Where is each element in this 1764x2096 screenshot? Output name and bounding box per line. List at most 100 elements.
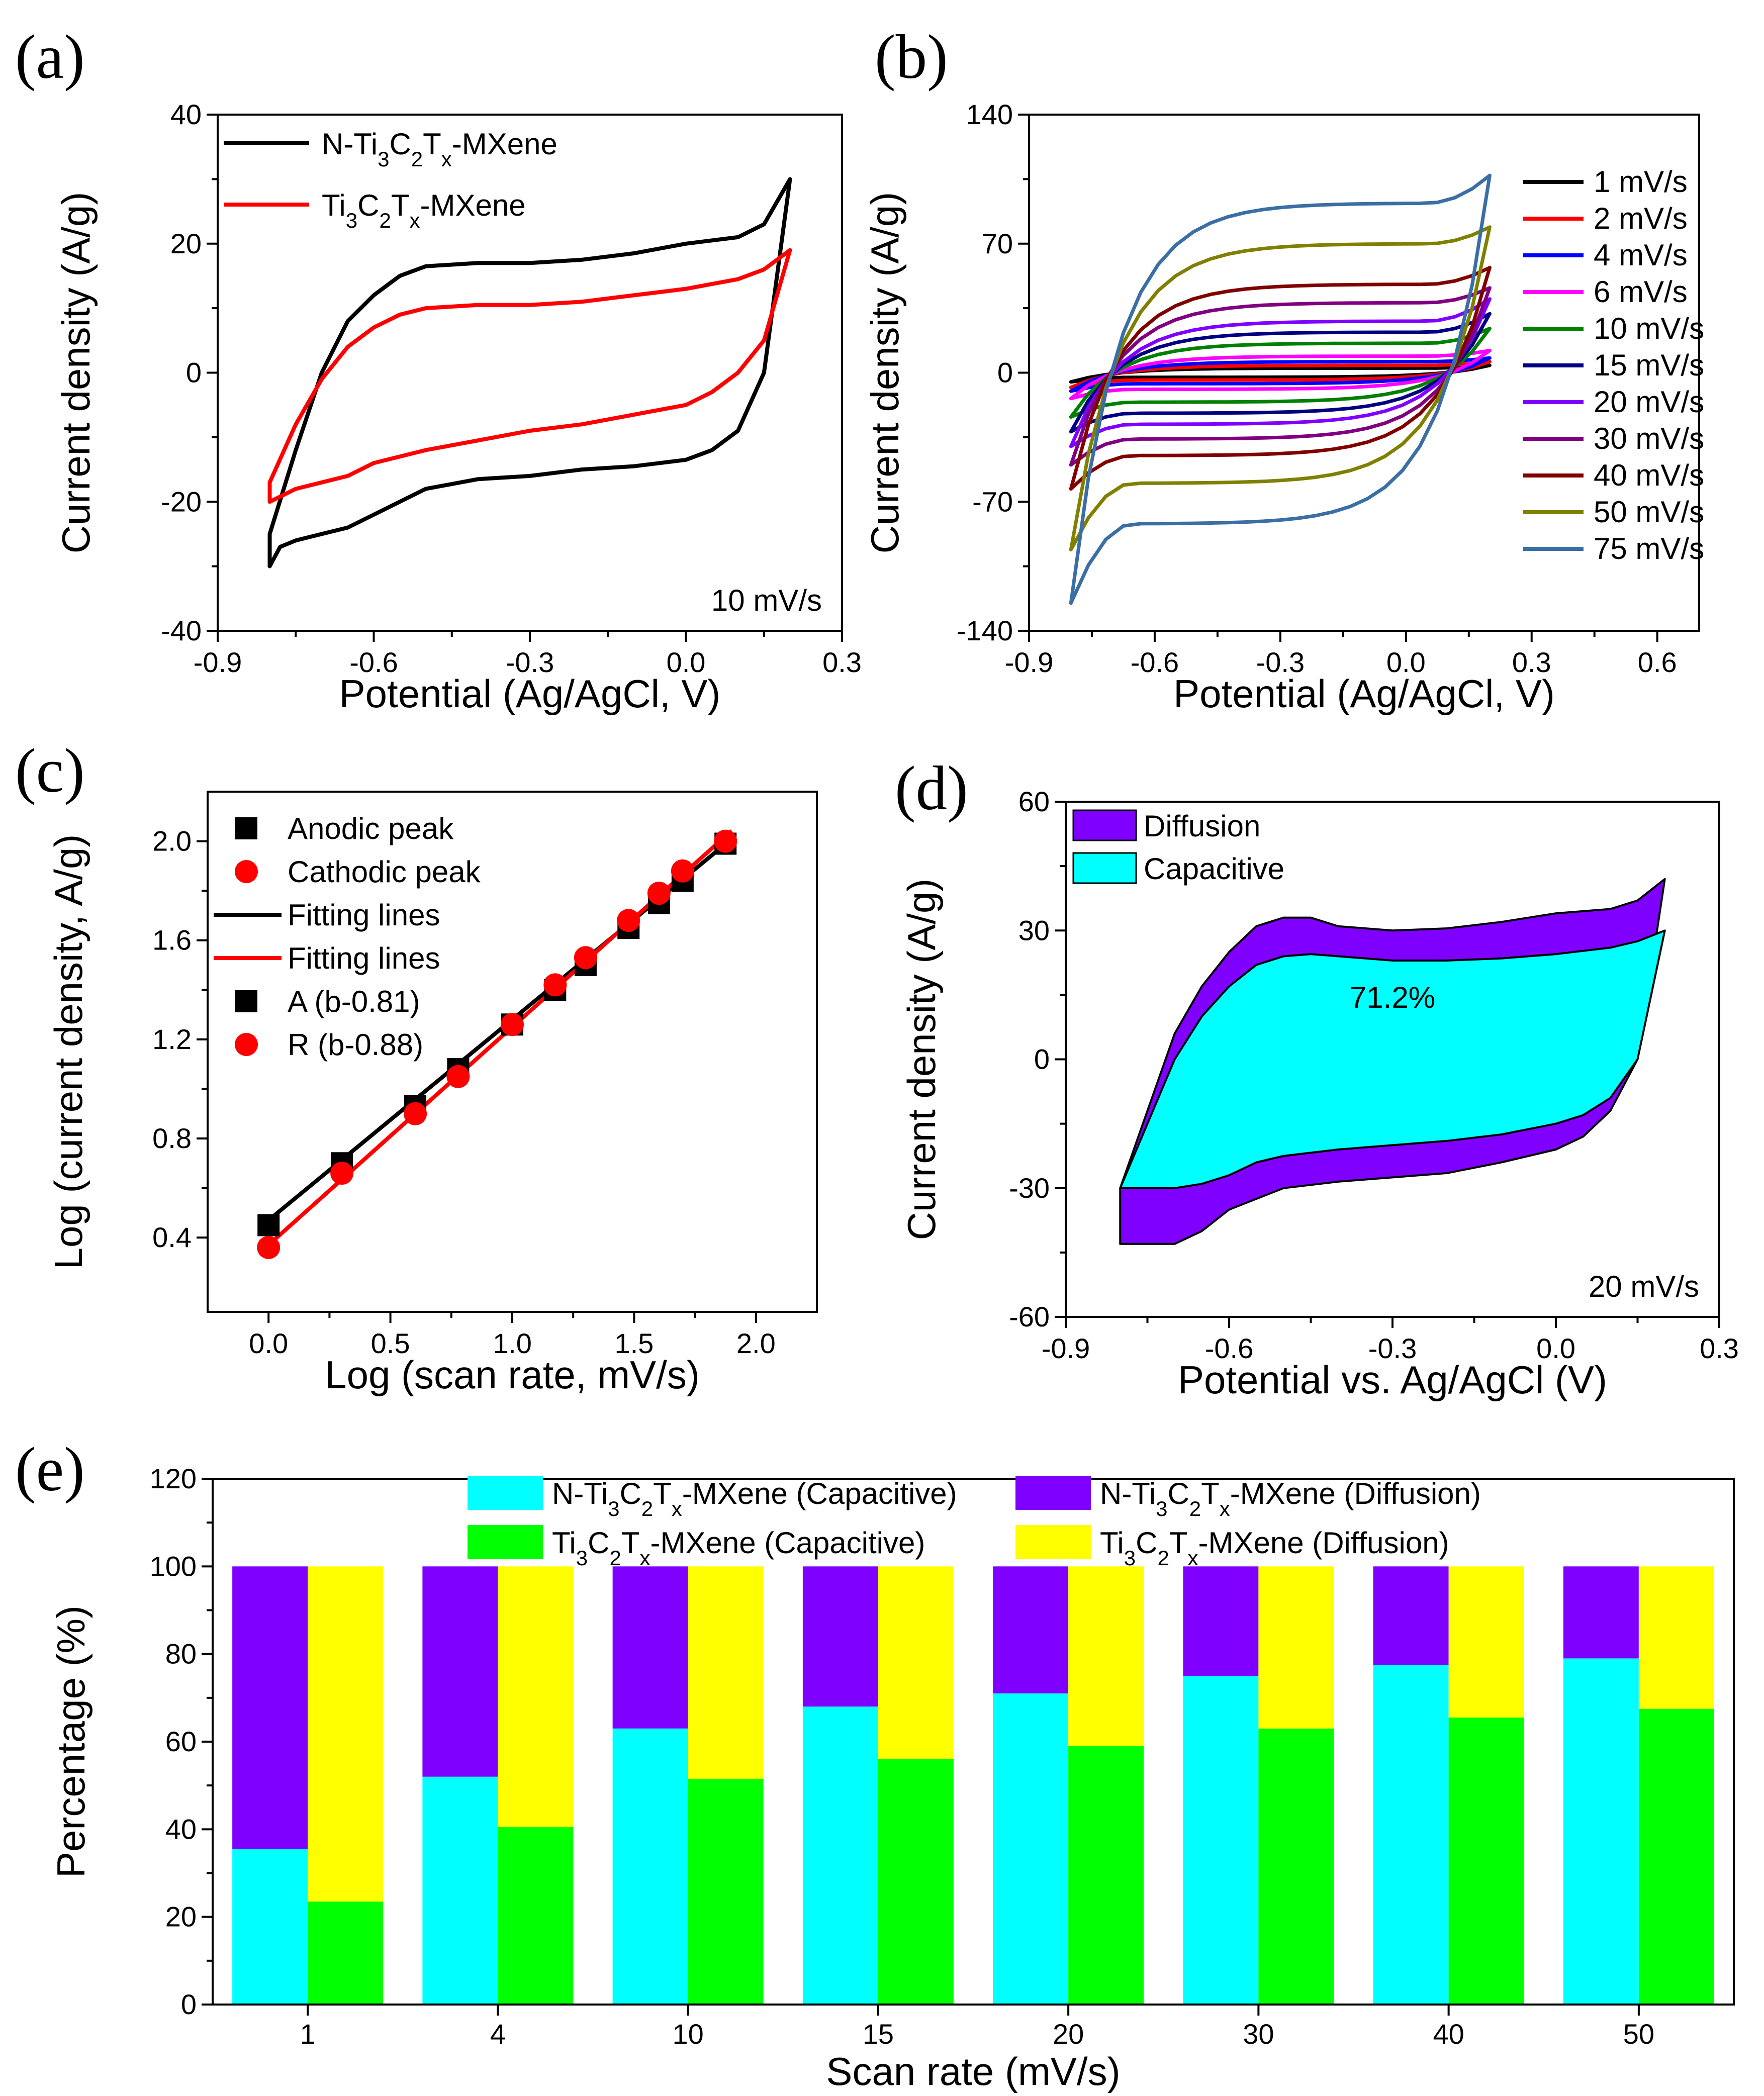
legend-label: Cathodic peak — [288, 855, 481, 889]
bar-n-diffusion — [802, 1566, 878, 1707]
bar-n-capacitive — [1373, 1665, 1449, 2005]
legend-label: N-Ti3C2Tx-MXene — [322, 127, 558, 171]
text-run: -MXene (Diffusion) — [1198, 1526, 1449, 1560]
y-tick-label: 60 — [165, 1726, 197, 1757]
chart-c: 0.4 0.8 1.2 1.6 2.0 0.0 0.5 1.0 1.5 2.0 Anodic pea… — [15, 736, 818, 1397]
cv-curve — [1069, 286, 1492, 467]
bar-n-capacitive — [612, 1728, 688, 2005]
y-tick-label: 0 — [1034, 1043, 1050, 1075]
legend-label: R (b-0.88) — [288, 1028, 423, 1062]
bar-ti-diffusion — [308, 1566, 384, 1902]
x-tick-label: 1.5 — [614, 1327, 654, 1359]
x-tick-label: 1 — [300, 2018, 316, 2050]
panel-label: (c) — [15, 736, 85, 806]
bar-ti-capacitive — [498, 1827, 574, 2005]
x-tick-label: -0.9 — [1005, 646, 1054, 678]
y-tick-label: 0 — [181, 1988, 197, 2020]
x-tick-label: -0.3 — [1368, 1332, 1417, 1364]
x-tick-label: 30 — [1243, 2018, 1274, 2050]
text-run: -MXene — [452, 127, 558, 161]
legend-label: Capacitive — [1144, 852, 1284, 886]
y-tick-label: 1.6 — [152, 924, 192, 956]
legend-label: N-Ti3C2Tx-MXene (Diffusion) — [1100, 1477, 1481, 1520]
x-tick-label: -0.3 — [506, 646, 554, 678]
bar-ti-diffusion — [1448, 1566, 1524, 1718]
capacitive-percentage: 71.2% — [1350, 981, 1435, 1014]
data-point — [671, 859, 694, 883]
y-tick-label: -60 — [1009, 1301, 1050, 1332]
scan-rate-note: 10 mV/s — [711, 584, 822, 617]
data-point — [617, 909, 640, 932]
text-run: C — [1167, 1477, 1189, 1510]
text-run: -MXene (Capacitive) — [682, 1477, 957, 1510]
data-point — [404, 1102, 427, 1125]
x-tick-label: -0.6 — [1205, 1332, 1254, 1364]
legend-label: 75 mV/s — [1594, 532, 1704, 565]
x-tick-label: 0.0 — [1386, 646, 1426, 678]
data-point — [714, 829, 737, 853]
bar-ti-capacitive — [308, 1901, 384, 2005]
legend-swatch — [468, 1476, 543, 1510]
bar-ti-capacitive — [1638, 1708, 1714, 2005]
y-tick-label: 140 — [966, 99, 1013, 130]
bar-n-capacitive — [1183, 1676, 1259, 2005]
bar-n-capacitive — [422, 1776, 498, 2005]
x-axis-label: Potential vs. Ag/AgCl (V) — [1178, 1358, 1607, 1402]
text-run: C — [619, 1477, 641, 1510]
cv-curve — [267, 248, 792, 504]
legend-label: 20 mV/s — [1594, 385, 1704, 419]
subscript: 3 — [608, 1497, 619, 1520]
y-axis-label: Current density (A/g) — [54, 192, 98, 554]
legend-swatch — [1072, 852, 1137, 884]
bar-ti-capacitive — [688, 1779, 764, 2005]
text-run: N-Ti — [552, 1477, 608, 1510]
data-point — [543, 973, 567, 997]
text-run: Ti — [1100, 1526, 1124, 1560]
data-point — [647, 882, 671, 905]
legend-label: Fitting lines — [288, 898, 440, 932]
subscript: 2 — [609, 1546, 621, 1570]
text-run: T — [423, 127, 441, 161]
bar-ti-diffusion — [688, 1566, 764, 1779]
x-tick-label: 15 — [863, 2018, 894, 2050]
cv-curve — [1069, 349, 1492, 401]
legend-label: Ti3C2Tx-MXene (Diffusion) — [1100, 1526, 1449, 1570]
x-axis-label: Potential (Ag/AgCl, V) — [1173, 672, 1555, 716]
scan-rate-note: 20 mV/s — [1589, 1270, 1699, 1303]
bar-ti-diffusion — [1258, 1566, 1334, 1729]
legend-swatch — [468, 1525, 543, 1559]
cv-curve — [1069, 327, 1492, 419]
data-point — [257, 1214, 280, 1236]
text-run: C — [389, 127, 411, 161]
y-tick-label: 100 — [150, 1550, 197, 1582]
subscript: x — [1187, 1546, 1198, 1570]
text-run: T — [653, 1477, 672, 1510]
plot-frame — [217, 114, 843, 632]
x-axis-label: Log (scan rate, mV/s) — [325, 1353, 700, 1397]
subscript: 3 — [1124, 1546, 1136, 1570]
y-tick-label: 1.2 — [152, 1023, 192, 1055]
x-tick-label: 2.0 — [736, 1327, 776, 1359]
data-point — [330, 1162, 354, 1185]
subscript: 3 — [576, 1546, 588, 1570]
bar-n-diffusion — [993, 1566, 1069, 1694]
bar-n-capacitive — [802, 1706, 878, 2005]
subscript: 3 — [1156, 1497, 1167, 1520]
legend-label: 10 mV/s — [1594, 312, 1704, 345]
bar-ti-diffusion — [498, 1566, 574, 1827]
legend-label: 4 mV/s — [1594, 238, 1688, 272]
x-tick-label: -0.6 — [349, 646, 398, 678]
subscript: 2 — [641, 1497, 653, 1520]
legend-label: 50 mV/s — [1594, 495, 1704, 529]
x-tick-label: 0.0 — [667, 646, 706, 678]
subscript: x — [639, 1546, 650, 1570]
subscript: x — [672, 1497, 682, 1520]
text-run: N-Ti — [1100, 1477, 1156, 1510]
y-tick-label: 60 — [1018, 786, 1050, 817]
x-tick-label: 0.6 — [1638, 646, 1677, 678]
bar-n-diffusion — [422, 1566, 498, 1777]
x-axis-label: Potential (Ag/AgCl, V) — [339, 672, 721, 716]
